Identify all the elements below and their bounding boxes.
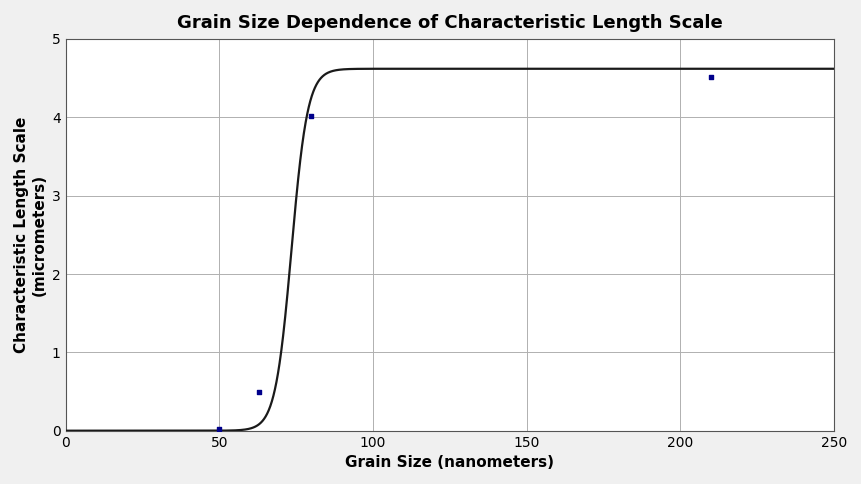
X-axis label: Grain Size (nanometers): Grain Size (nanometers): [345, 455, 554, 470]
Point: [252, 388, 266, 395]
Y-axis label: Characteristic Length Scale
(micrometers): Characteristic Length Scale (micrometers…: [14, 117, 46, 353]
Point: [704, 73, 718, 80]
Title: Grain Size Dependence of Characteristic Length Scale: Grain Size Dependence of Characteristic …: [177, 14, 722, 32]
Point: [305, 112, 319, 120]
Point: [213, 425, 226, 433]
